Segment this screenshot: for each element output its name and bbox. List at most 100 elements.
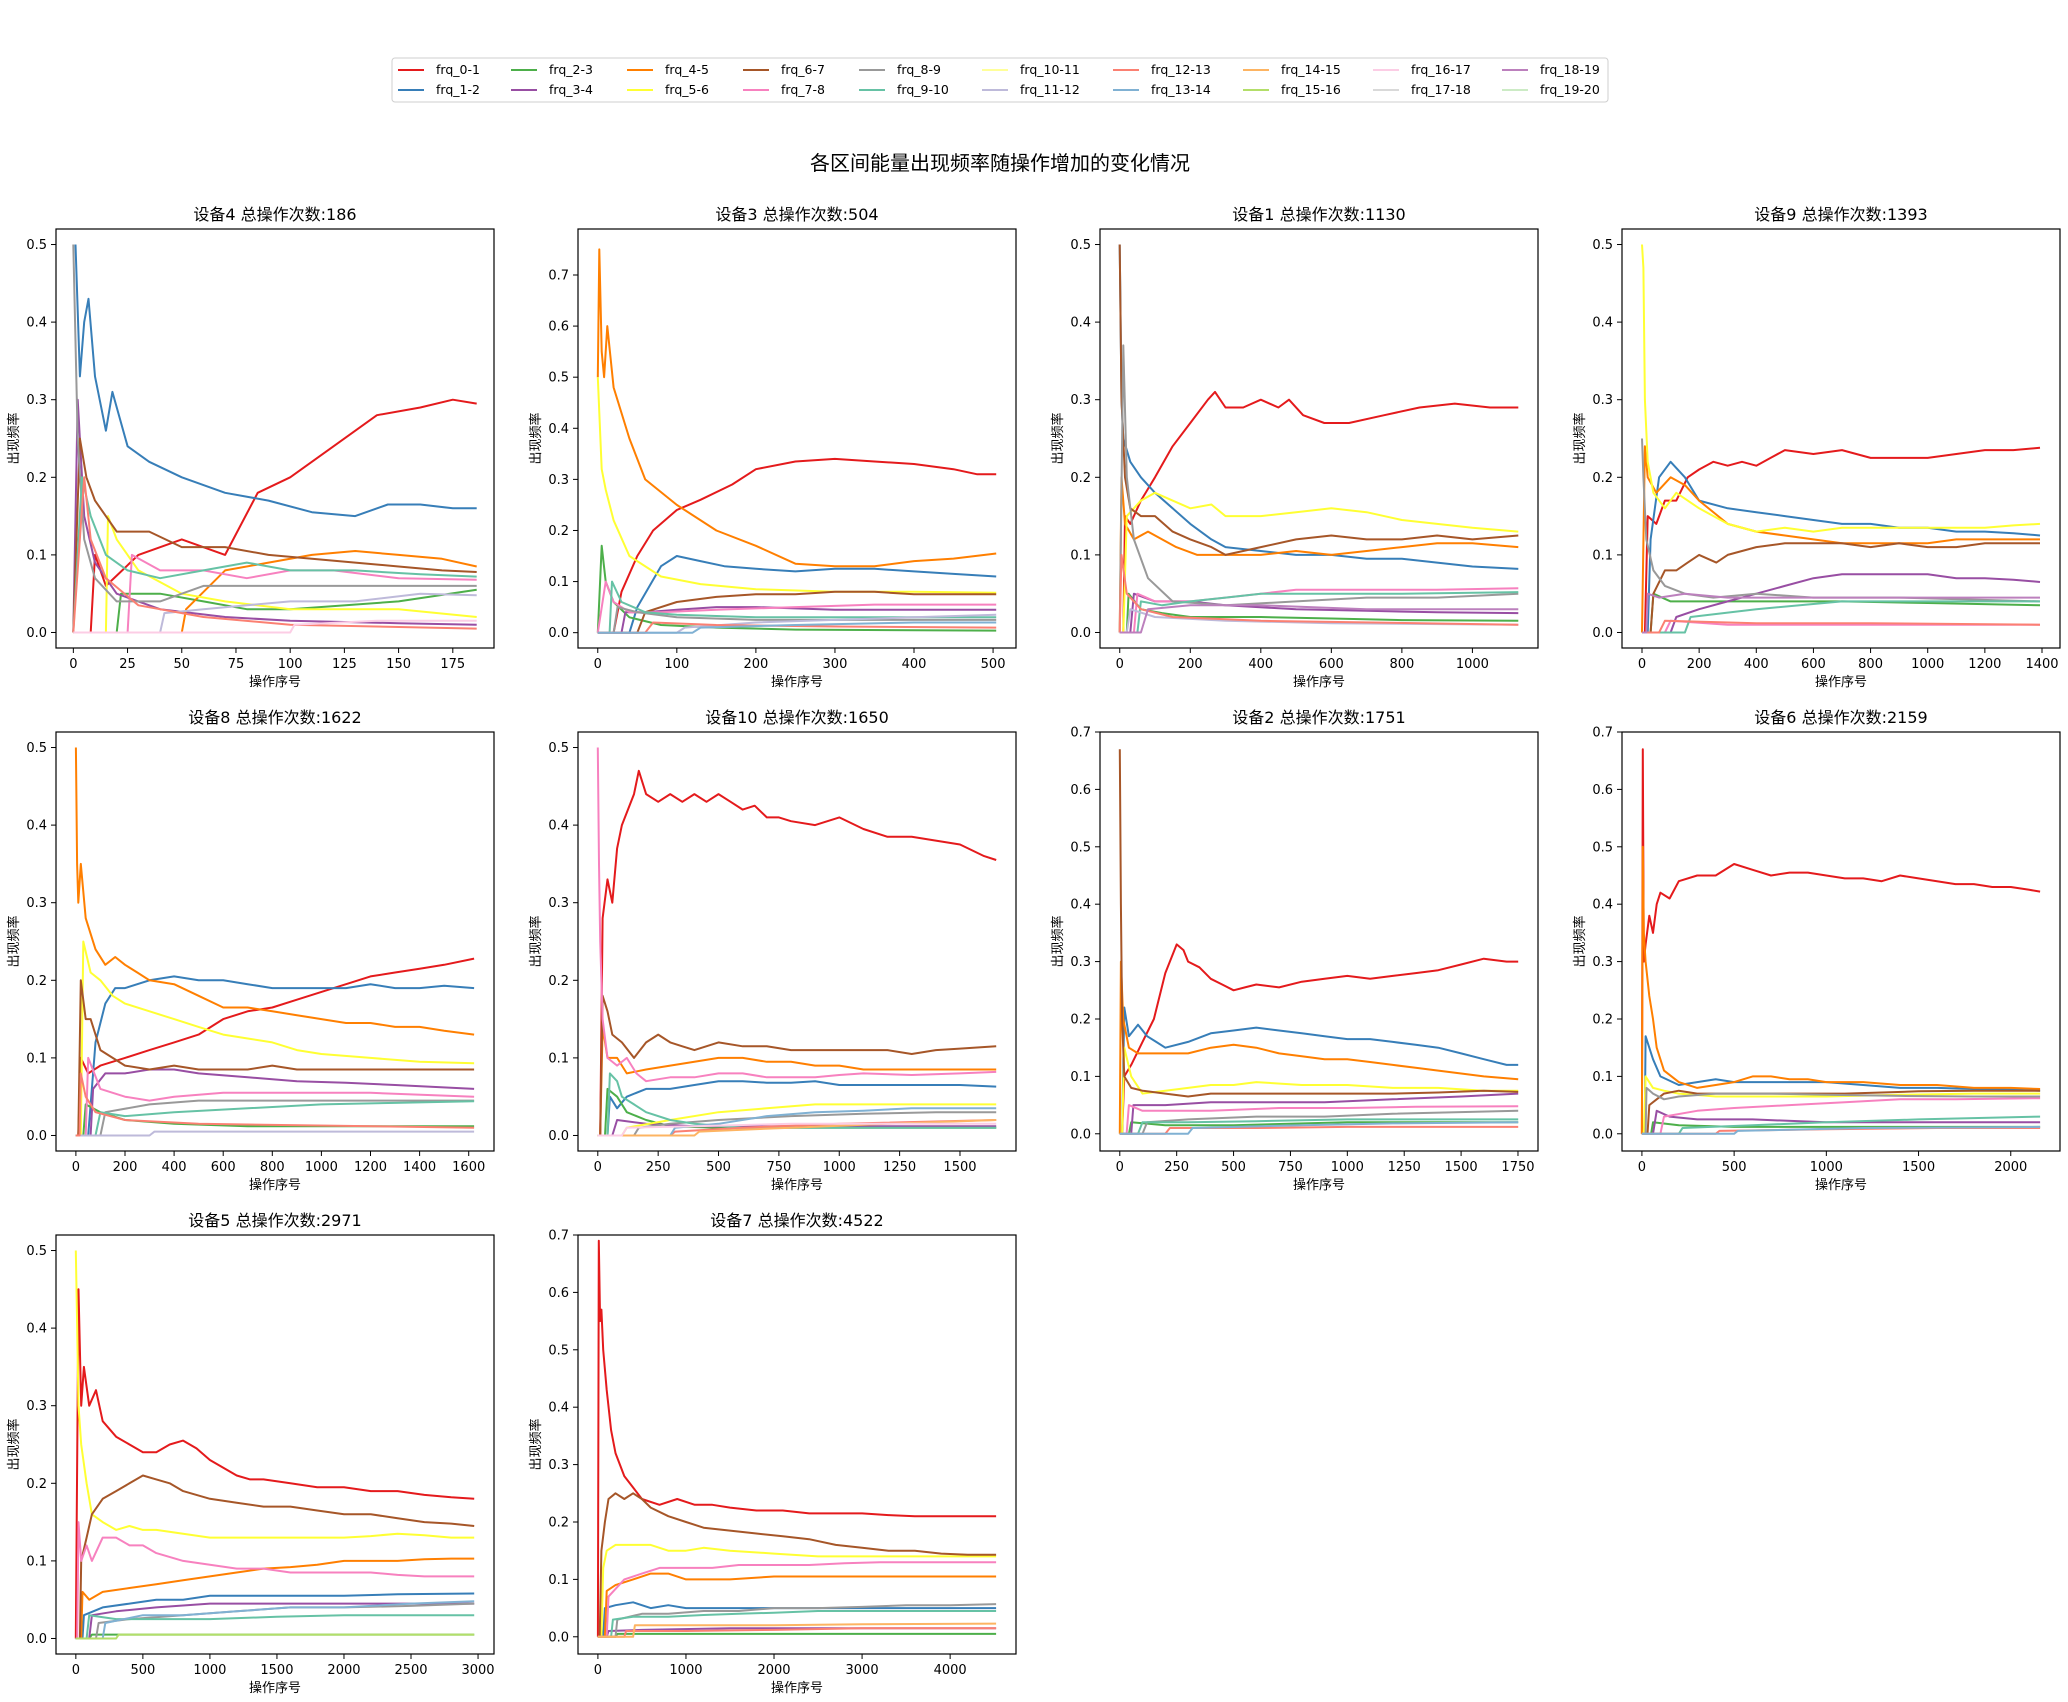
chart-panel: 设备2 总操作次数:1751 0 250 500 750 1000 1250 1500 1750…: [1050, 708, 1539, 1193]
legend-label: frq_6-7: [781, 62, 825, 77]
series-line-frq_6-7: [75, 979, 475, 1137]
axes-frame: [577, 1234, 1017, 1655]
y-tick-label: 0.4: [1070, 316, 1091, 331]
series-line-frq_5-6: [1119, 1046, 1519, 1135]
x-tick-label: 500: [1221, 1160, 1246, 1175]
series-line-frq_6-7: [1118, 749, 1519, 1098]
y-tick-label: 0.3: [1070, 393, 1091, 408]
y-tick-label: 0.4: [548, 819, 569, 834]
y-tick-label: 0.1: [26, 1051, 47, 1066]
series-group: [1118, 749, 1519, 1135]
axes-frame: [1099, 228, 1539, 649]
y-tick-label: 0.5: [1070, 840, 1091, 855]
series-line-frq_5-6: [75, 940, 475, 1137]
x-tick-label: 0: [594, 1663, 602, 1678]
y-tick-label: 0.5: [26, 1244, 47, 1259]
x-tick-label: 600: [1801, 657, 1826, 672]
series-line-frq_0-1: [596, 1239, 997, 1637]
y-axis-label: 出现频率: [1050, 412, 1066, 464]
y-tick-label: 0.0: [1592, 626, 1613, 641]
y-tick-label: 0.0: [26, 626, 47, 641]
x-tick-label: 0: [1116, 657, 1124, 672]
series-line-frq_4-5: [1640, 845, 2041, 1134]
y-tick-label: 0.4: [26, 316, 47, 331]
x-tick-label: 1000: [193, 1663, 226, 1678]
x-tick-label: 1250: [883, 1160, 916, 1175]
series-line-frq_6-7: [597, 1492, 997, 1638]
series-line-frq_8-9: [72, 244, 477, 603]
series-line-frq_8-9: [1118, 344, 1519, 633]
legend-label: frq_0-1: [436, 62, 480, 77]
legend-label: frq_15-16: [1281, 82, 1341, 97]
legend-label: frq_11-12: [1020, 82, 1080, 97]
x-axis-label: 操作序号: [249, 1680, 301, 1696]
series-line-frq_1-2: [597, 1601, 997, 1638]
x-axis-label: 操作序号: [1815, 674, 1867, 690]
panel-title: 设备2 总操作次数:1751: [1232, 708, 1405, 727]
x-tick-label: 100: [664, 657, 689, 672]
x-tick-label: 125: [332, 657, 357, 672]
y-axis-label: 出现频率: [1572, 412, 1588, 464]
y-tick-label: 0.3: [26, 896, 47, 911]
panel-title: 设备9 总操作次数:1393: [1754, 205, 1927, 224]
series-line-frq_1-2: [1642, 460, 2041, 634]
series-line-frq_4-5: [1641, 445, 2040, 633]
y-tick-label: 0.2: [1070, 471, 1091, 486]
x-tick-label: 750: [1278, 1160, 1303, 1175]
y-tick-label: 0.3: [26, 393, 47, 408]
series-line-frq_8-9: [597, 1111, 997, 1137]
y-tick-label: 0.0: [26, 1632, 47, 1647]
series-line-frq_7-8: [73, 553, 477, 634]
series-line-frq_16-17: [73, 619, 477, 634]
x-axis-label: 操作序号: [1815, 1177, 1867, 1193]
panel-title: 设备4 总操作次数:186: [193, 205, 356, 224]
x-axis-label: 操作序号: [1293, 674, 1345, 690]
series-line-frq_15-16: [75, 1633, 475, 1640]
y-tick-label: 0.5: [26, 238, 47, 253]
series-line-frq_1-2: [75, 1592, 475, 1640]
y-tick-label: 0.1: [548, 575, 569, 590]
y-tick-label: 0.4: [1592, 898, 1613, 913]
series-line-frq_7-8: [597, 1561, 997, 1638]
y-tick-label: 0.3: [548, 896, 569, 911]
series-line-frq_4-5: [596, 248, 997, 568]
series-line-frq_0-1: [75, 957, 475, 1137]
legend-label: frq_8-9: [897, 62, 941, 77]
x-tick-label: 400: [1248, 657, 1273, 672]
y-tick-label: 0.1: [1070, 1070, 1091, 1085]
series-line-frq_4-5: [75, 1557, 475, 1640]
series-line-frq_8-9: [1119, 1109, 1519, 1135]
y-tick-label: 0.3: [548, 473, 569, 488]
legend-label: frq_19-20: [1540, 82, 1600, 97]
y-tick-label: 0.7: [1070, 726, 1091, 741]
legend-label: frq_16-17: [1411, 62, 1471, 77]
series-line-frq_7-8: [1119, 1104, 1519, 1135]
x-tick-label: 600: [1319, 657, 1344, 672]
y-axis-label: 出现频率: [6, 915, 22, 967]
y-tick-label: 0.1: [548, 1051, 569, 1066]
y-tick-label: 0.5: [548, 371, 569, 386]
x-tick-label: 1000: [823, 1160, 856, 1175]
series-line-frq_1-2: [1118, 244, 1519, 570]
series-line-frq_0-1: [1640, 748, 2041, 1134]
series-line-frq_14-15: [597, 1622, 997, 1638]
series-line-frq_16-17: [597, 1122, 997, 1137]
panel-title: 设备6 总操作次数:2159: [1754, 708, 1927, 727]
x-tick-label: 500: [130, 1663, 155, 1678]
y-tick-label: 0.0: [1070, 626, 1091, 641]
series-line-frq_1-2: [1119, 1006, 1519, 1135]
x-tick-label: 1000: [1331, 1160, 1364, 1175]
legend-label: frq_12-13: [1151, 62, 1211, 77]
x-tick-label: 2000: [1994, 1160, 2027, 1175]
y-axis-label: 出现频率: [6, 1418, 22, 1470]
y-tick-label: 0.7: [1592, 726, 1613, 741]
series-line-frq_9-10: [75, 1614, 475, 1640]
series-group: [72, 244, 477, 634]
legend-label: frq_13-14: [1151, 82, 1211, 97]
x-tick-label: 1200: [1968, 657, 2001, 672]
series-line-frq_0-1: [73, 398, 477, 634]
series-line-frq_8-9: [75, 1099, 475, 1137]
y-tick-label: 0.4: [1592, 316, 1613, 331]
x-tick-label: 0: [1116, 1160, 1124, 1175]
x-tick-label: 400: [902, 657, 927, 672]
